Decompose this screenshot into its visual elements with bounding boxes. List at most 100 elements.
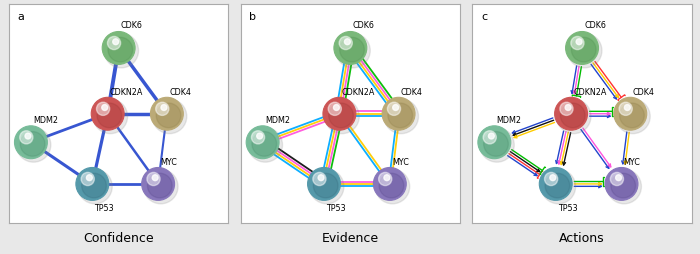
Circle shape	[97, 103, 110, 116]
Circle shape	[539, 168, 572, 201]
Text: CDK4: CDK4	[401, 87, 423, 96]
Circle shape	[333, 105, 340, 111]
Circle shape	[309, 170, 344, 204]
Circle shape	[246, 126, 279, 159]
Circle shape	[375, 170, 410, 204]
Circle shape	[545, 173, 558, 186]
Text: MDM2: MDM2	[33, 116, 58, 125]
Circle shape	[478, 126, 511, 159]
Circle shape	[382, 98, 415, 131]
Circle shape	[108, 38, 132, 63]
Text: CDKN2A: CDKN2A	[342, 87, 375, 96]
Text: CDK4: CDK4	[169, 87, 191, 96]
Circle shape	[387, 103, 400, 116]
Text: CDKN2A: CDKN2A	[573, 87, 607, 96]
Text: CDK6: CDK6	[121, 21, 143, 30]
Circle shape	[141, 168, 174, 201]
Circle shape	[560, 103, 573, 116]
Text: TP53: TP53	[94, 203, 114, 212]
Text: CDKN2A: CDKN2A	[110, 87, 144, 96]
Text: a: a	[18, 12, 24, 22]
Circle shape	[257, 134, 262, 139]
Circle shape	[384, 100, 419, 134]
Circle shape	[329, 104, 354, 128]
Circle shape	[156, 104, 181, 128]
Circle shape	[545, 173, 570, 198]
Circle shape	[616, 100, 650, 134]
Circle shape	[20, 131, 33, 144]
Circle shape	[340, 38, 364, 63]
Circle shape	[619, 103, 632, 116]
Circle shape	[252, 132, 276, 157]
Circle shape	[379, 173, 392, 186]
Circle shape	[318, 175, 324, 181]
Circle shape	[550, 175, 556, 181]
Circle shape	[480, 128, 514, 163]
Text: MDM2: MDM2	[496, 116, 522, 125]
Circle shape	[153, 100, 187, 134]
Circle shape	[148, 173, 172, 198]
Circle shape	[620, 104, 644, 128]
Circle shape	[624, 105, 630, 111]
Circle shape	[86, 175, 92, 181]
Circle shape	[571, 38, 596, 63]
Circle shape	[97, 104, 122, 128]
Text: CDK4: CDK4	[633, 87, 655, 96]
Circle shape	[152, 175, 158, 181]
Text: MDM2: MDM2	[265, 116, 290, 125]
Text: Actions: Actions	[559, 231, 605, 244]
Text: Confidence: Confidence	[83, 231, 153, 244]
Circle shape	[102, 105, 108, 111]
Circle shape	[566, 32, 598, 65]
Circle shape	[16, 128, 51, 163]
Circle shape	[113, 40, 119, 45]
Circle shape	[82, 173, 106, 198]
Circle shape	[541, 170, 575, 204]
Text: Evidence: Evidence	[321, 231, 379, 244]
Circle shape	[393, 105, 398, 111]
Circle shape	[384, 175, 390, 181]
Circle shape	[25, 134, 31, 139]
Circle shape	[610, 173, 624, 186]
Circle shape	[248, 128, 283, 163]
Circle shape	[144, 170, 178, 204]
Circle shape	[561, 104, 585, 128]
Circle shape	[379, 173, 404, 198]
Circle shape	[102, 32, 135, 65]
Text: b: b	[249, 12, 256, 22]
Circle shape	[554, 98, 587, 131]
Text: TP53: TP53	[558, 203, 577, 212]
Circle shape	[388, 104, 412, 128]
Text: CDK6: CDK6	[584, 21, 606, 30]
Circle shape	[611, 173, 636, 198]
Circle shape	[108, 37, 120, 50]
Circle shape	[615, 175, 622, 181]
Circle shape	[336, 34, 370, 69]
Circle shape	[344, 40, 351, 45]
Circle shape	[313, 173, 326, 186]
Circle shape	[147, 173, 160, 186]
Circle shape	[307, 168, 340, 201]
Circle shape	[76, 168, 108, 201]
Text: c: c	[481, 12, 487, 22]
Circle shape	[565, 105, 571, 111]
Circle shape	[104, 34, 139, 69]
Text: MYC: MYC	[160, 157, 177, 166]
Text: MYC: MYC	[392, 157, 409, 166]
Circle shape	[323, 98, 356, 131]
Text: TP53: TP53	[326, 203, 346, 212]
Circle shape	[576, 40, 582, 45]
Circle shape	[78, 170, 112, 204]
Circle shape	[150, 98, 183, 131]
Text: CDK6: CDK6	[353, 21, 375, 30]
Circle shape	[568, 34, 602, 69]
Circle shape	[489, 134, 494, 139]
Circle shape	[556, 100, 591, 134]
Circle shape	[373, 168, 406, 201]
Circle shape	[483, 131, 496, 144]
Circle shape	[334, 32, 367, 65]
Circle shape	[328, 103, 342, 116]
Circle shape	[340, 37, 352, 50]
Circle shape	[155, 103, 169, 116]
Circle shape	[607, 170, 641, 204]
